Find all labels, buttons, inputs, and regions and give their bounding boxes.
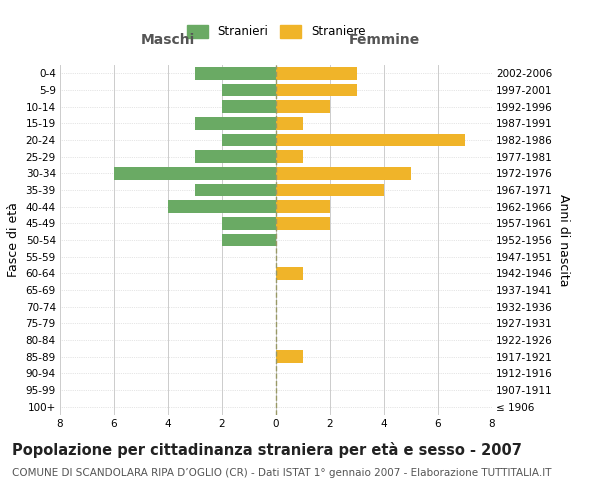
Bar bbox=[195, 67, 276, 80]
Bar bbox=[222, 217, 276, 230]
Bar bbox=[276, 134, 465, 146]
Y-axis label: Fasce di età: Fasce di età bbox=[7, 202, 20, 278]
Text: Maschi: Maschi bbox=[141, 34, 195, 48]
Bar bbox=[222, 134, 276, 146]
Text: Popolazione per cittadinanza straniera per età e sesso - 2007: Popolazione per cittadinanza straniera p… bbox=[12, 442, 522, 458]
Bar bbox=[195, 117, 276, 130]
Bar bbox=[276, 350, 303, 363]
Bar bbox=[222, 84, 276, 96]
Bar bbox=[222, 234, 276, 246]
Bar bbox=[168, 200, 276, 213]
Bar bbox=[276, 150, 303, 163]
Bar bbox=[276, 100, 330, 113]
Bar bbox=[276, 84, 357, 96]
Text: Femmine: Femmine bbox=[349, 34, 419, 48]
Bar bbox=[195, 150, 276, 163]
Y-axis label: Anni di nascita: Anni di nascita bbox=[557, 194, 569, 286]
Legend: Stranieri, Straniere: Stranieri, Straniere bbox=[187, 26, 365, 38]
Bar bbox=[276, 267, 303, 280]
Text: COMUNE DI SCANDOLARA RIPA D’OGLIO (CR) - Dati ISTAT 1° gennaio 2007 - Elaborazio: COMUNE DI SCANDOLARA RIPA D’OGLIO (CR) -… bbox=[12, 468, 551, 477]
Bar bbox=[276, 217, 330, 230]
Bar bbox=[222, 100, 276, 113]
Bar bbox=[195, 184, 276, 196]
Bar bbox=[276, 117, 303, 130]
Bar bbox=[114, 167, 276, 179]
Bar bbox=[276, 67, 357, 80]
Bar bbox=[276, 167, 411, 179]
Bar bbox=[276, 200, 330, 213]
Bar bbox=[276, 184, 384, 196]
